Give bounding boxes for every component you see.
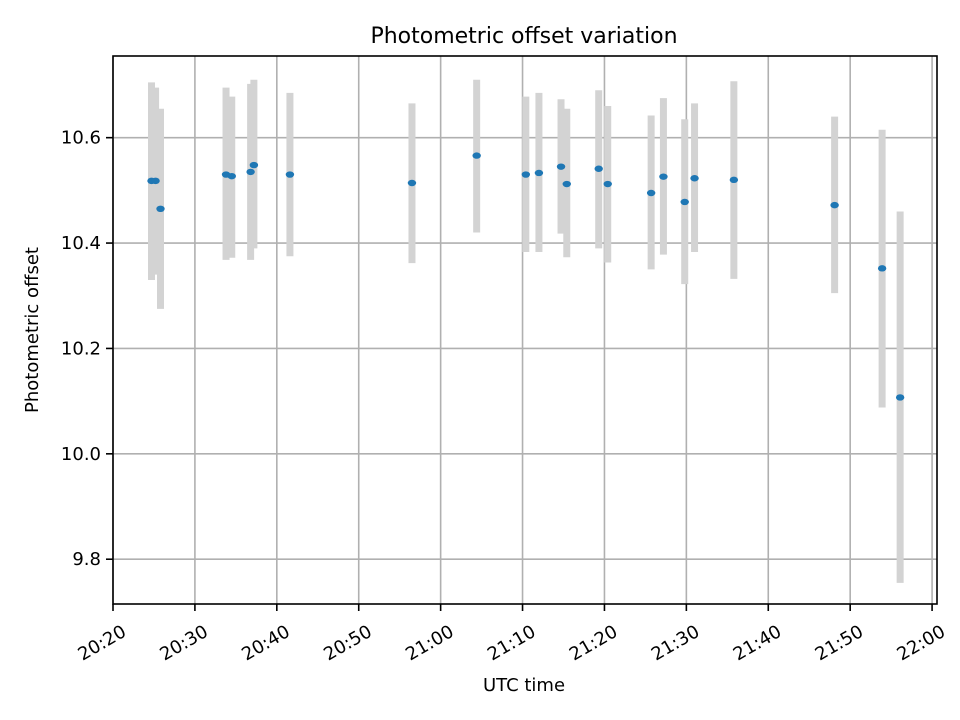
data-point [285, 171, 295, 178]
data-point [646, 189, 656, 197]
x-tick-label: 21:20 [566, 621, 621, 665]
y-axis-label: Photometric offset [22, 247, 43, 413]
x-axis-ticks: 20:20 20:30 20:40 20:50 21:00 21:10 21:20 21:30… [74, 604, 949, 665]
data-point [246, 168, 255, 176]
data-point [534, 169, 544, 177]
x-tick-label: 21:50 [812, 621, 867, 665]
x-tick-label: 20:20 [74, 621, 129, 665]
data-point [156, 205, 165, 213]
error-bars [147, 79, 904, 583]
data-point [603, 180, 612, 188]
data-point [562, 180, 571, 188]
x-axis-label: UTC time [483, 675, 565, 696]
data-points [147, 152, 905, 401]
data-point [407, 179, 417, 187]
data-point [729, 176, 739, 184]
x-tick-label: 20:50 [320, 621, 375, 665]
x-tick-label: 20:40 [238, 621, 293, 665]
data-point [227, 172, 236, 180]
data-point [472, 152, 481, 159]
x-tick-label: 21:40 [730, 621, 785, 665]
data-point [690, 175, 699, 182]
data-point [151, 177, 160, 185]
x-tick-label: 20:30 [156, 621, 211, 665]
y-axis-ticks: 9.8 10.0 10.2 10.4 10.6 [61, 128, 113, 570]
chart-title: Photometric offset variation [370, 24, 677, 49]
plot-frame [112, 55, 938, 605]
data-point [594, 165, 603, 172]
data-point [895, 394, 905, 401]
data-point [249, 161, 259, 169]
y-tick-label: 10.4 [61, 233, 101, 254]
y-tick-label: 10.6 [61, 128, 101, 149]
x-tick-label: 22:00 [894, 621, 949, 665]
x-tick-label: 21:10 [484, 621, 539, 665]
y-tick-label: 9.8 [72, 549, 101, 570]
data-point [680, 198, 689, 206]
y-tick-label: 10.2 [61, 338, 101, 359]
y-tick-label: 10.0 [61, 444, 101, 465]
data-point [556, 163, 566, 170]
data-point [521, 171, 531, 178]
x-tick-label: 21:30 [648, 621, 703, 665]
data-point [659, 173, 668, 180]
data-point [877, 265, 887, 272]
data-point [830, 201, 839, 209]
x-tick-label: 21:00 [402, 621, 457, 665]
